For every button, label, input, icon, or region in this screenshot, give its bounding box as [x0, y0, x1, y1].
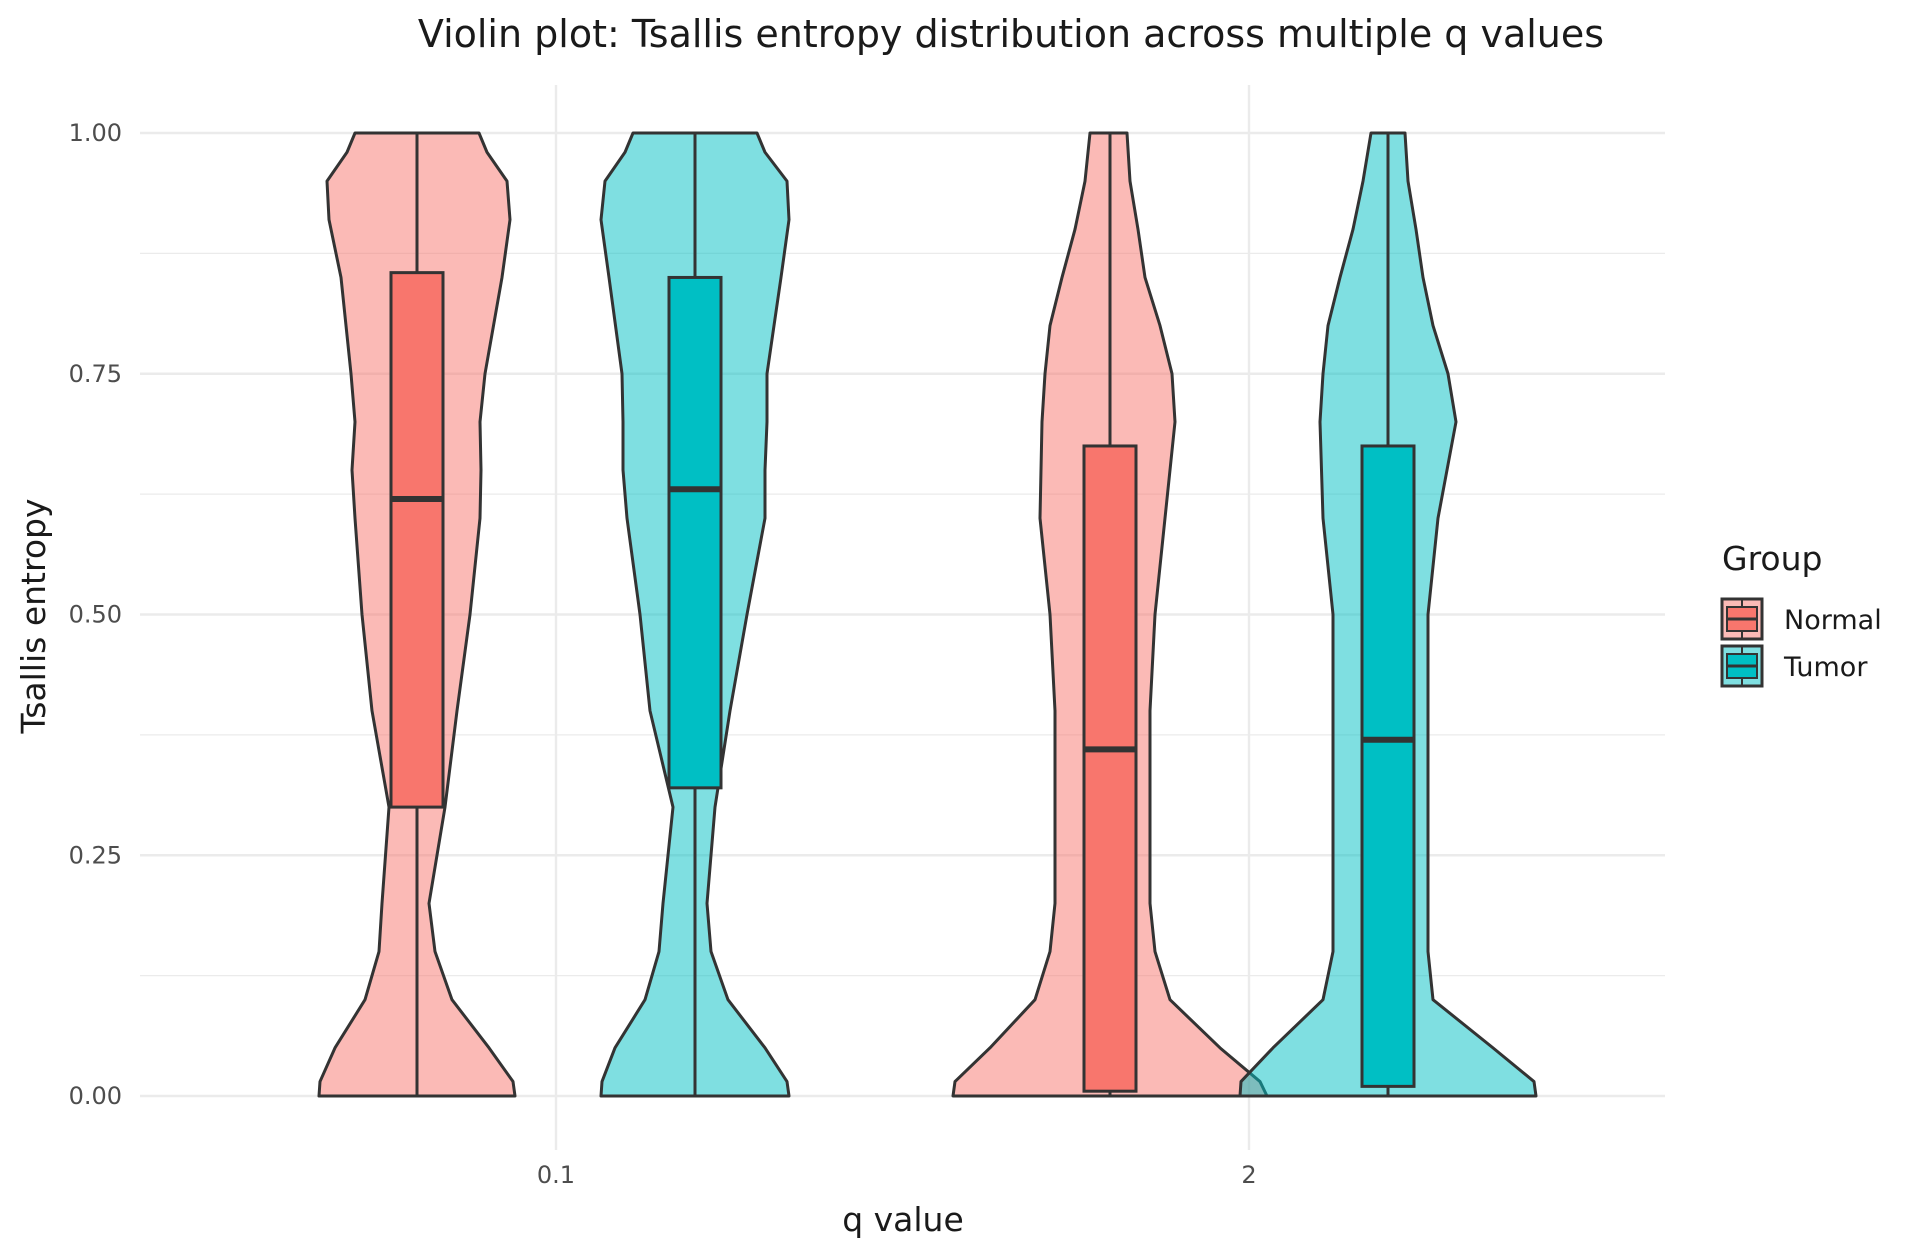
box-normal: [389, 271, 445, 809]
y-axis-title: Tsallis entropy: [14, 499, 53, 735]
box-tumor: [667, 275, 723, 790]
box-normal: [1082, 444, 1138, 1093]
axes: 0.00 0.25 0.50 0.75 1.00 0.1 2: [69, 119, 1257, 1189]
legend-label-normal: Normal: [1784, 605, 1882, 636]
x-axis-title: q value: [842, 1200, 964, 1239]
y-tick-label: 0.75: [69, 360, 122, 388]
y-tick-label: 1.00: [69, 119, 122, 147]
x-tick-label: 0.1: [537, 1161, 575, 1189]
boxplots: [389, 133, 1416, 1096]
chart-title: Violin plot: Tsallis entropy distributio…: [418, 12, 1604, 56]
box-tumor: [1360, 444, 1416, 1088]
y-tick-label: 0.25: [69, 841, 122, 869]
x-tick-label: 2: [1241, 1161, 1256, 1189]
legend: Group Normal Tumor: [1720, 539, 1882, 688]
y-tick-label: 0.00: [69, 1082, 122, 1110]
y-tick-label: 0.50: [69, 601, 122, 629]
legend-title: Group: [1722, 539, 1822, 578]
legend-label-tumor: Tumor: [1783, 652, 1868, 683]
legend-items: Normal Tumor: [1720, 597, 1882, 688]
